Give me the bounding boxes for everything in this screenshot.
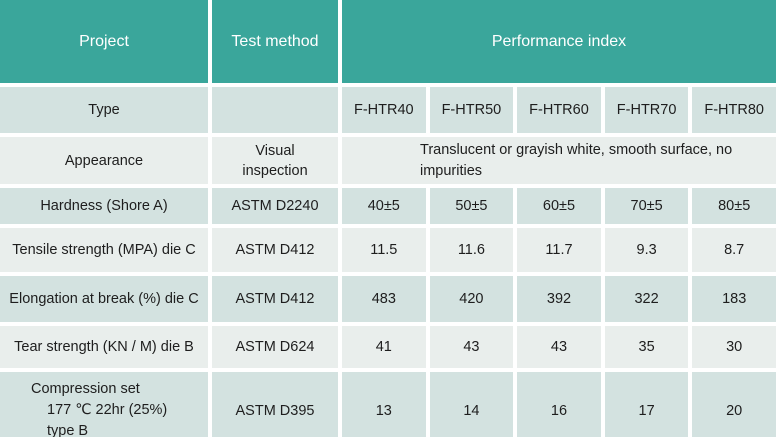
tensile-row-method: ASTM D412 bbox=[212, 228, 338, 272]
compression-value-f-htr80: 20 bbox=[692, 372, 776, 437]
tensile-value-f-htr80: 8.7 bbox=[692, 228, 776, 272]
elongation-value-f-htr60: 392 bbox=[517, 276, 601, 322]
compression-label-line-3: type B bbox=[47, 423, 89, 437]
grade-cell-f-htr40: F-HTR40 bbox=[342, 87, 426, 133]
hardness-row-method: ASTM D2240 bbox=[212, 188, 338, 224]
tensile-value-f-htr70: 9.3 bbox=[604, 228, 689, 272]
hardness-value-f-htr70: 70±5 bbox=[604, 188, 689, 224]
header-cell-project: Project bbox=[0, 0, 208, 83]
type-row-method-empty bbox=[212, 87, 338, 133]
elongation-value-f-htr70: 322 bbox=[604, 276, 689, 322]
tensile-value-f-htr40: 11.5 bbox=[342, 228, 426, 272]
grade-cell-f-htr60: F-HTR60 bbox=[517, 87, 601, 133]
elongation-row-label: Elongation at break (%) die C bbox=[0, 276, 208, 322]
hardness-value-f-htr80: 80±5 bbox=[692, 188, 776, 224]
compression-value-f-htr40: 13 bbox=[342, 372, 426, 437]
tear-value-f-htr60: 43 bbox=[517, 326, 601, 368]
compression-value-f-htr50: 14 bbox=[429, 372, 514, 437]
elongation-value-f-htr50: 420 bbox=[429, 276, 514, 322]
appearance-row-value: Translucent or grayish white, smooth sur… bbox=[342, 137, 776, 184]
tear-row-label: Tear strength (KN / M) die B bbox=[0, 326, 208, 368]
tensile-row-label: Tensile strength (MPA) die C bbox=[0, 228, 208, 272]
grade-cell-f-htr70: F-HTR70 bbox=[604, 87, 689, 133]
appearance-row-method: Visual inspection bbox=[212, 137, 338, 184]
compression-row-method: ASTM D395 bbox=[212, 372, 338, 437]
hardness-value-f-htr40: 40±5 bbox=[342, 188, 426, 224]
compression-value-f-htr70: 17 bbox=[604, 372, 689, 437]
tensile-value-f-htr60: 11.7 bbox=[517, 228, 601, 272]
tear-value-f-htr50: 43 bbox=[429, 326, 514, 368]
compression-label-line-1: Compression set bbox=[31, 381, 140, 397]
tear-value-f-htr40: 41 bbox=[342, 326, 426, 368]
elongation-value-f-htr40: 483 bbox=[342, 276, 426, 322]
tensile-value-f-htr50: 11.6 bbox=[429, 228, 514, 272]
appearance-row-label: Appearance bbox=[0, 137, 208, 184]
hardness-row-label: Hardness (Shore A) bbox=[0, 188, 208, 224]
compression-value-f-htr60: 16 bbox=[517, 372, 601, 437]
tear-value-f-htr70: 35 bbox=[604, 326, 689, 368]
tear-row-method: ASTM D624 bbox=[212, 326, 338, 368]
tear-value-f-htr80: 30 bbox=[692, 326, 776, 368]
header-cell-test-method: Test method bbox=[212, 0, 338, 83]
elongation-value-f-htr80: 183 bbox=[692, 276, 776, 322]
appearance-value-line-2: impurities bbox=[420, 162, 483, 179]
hardness-value-f-htr50: 50±5 bbox=[429, 188, 514, 224]
type-row-label: Type bbox=[0, 87, 208, 133]
elongation-row-method: ASTM D412 bbox=[212, 276, 338, 322]
grade-cell-f-htr80: F-HTR80 bbox=[692, 87, 776, 133]
compression-row-label: Compression set 177 ℃ 22hr (25%) type B bbox=[0, 372, 208, 437]
hardness-value-f-htr60: 60±5 bbox=[517, 188, 601, 224]
compression-label-line-2: 177 ℃ 22hr (25%) bbox=[47, 402, 168, 418]
grade-cell-f-htr50: F-HTR50 bbox=[429, 87, 514, 133]
appearance-value-line-1: Translucent or grayish white, smooth sur… bbox=[420, 141, 733, 158]
header-cell-performance-index: Performance index bbox=[342, 0, 776, 83]
